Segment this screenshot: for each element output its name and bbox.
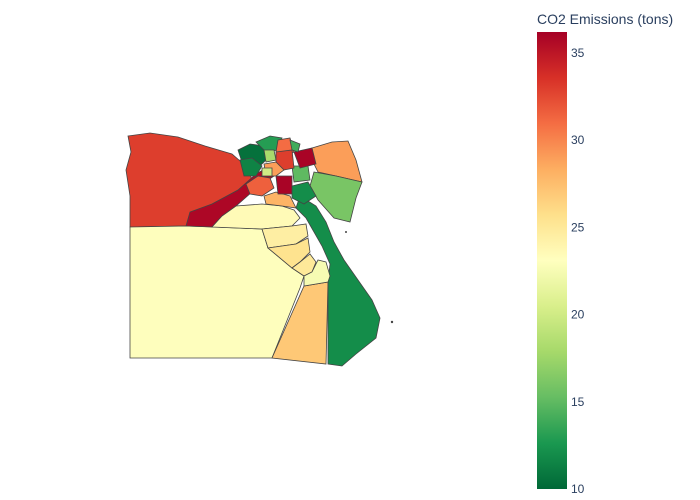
colorbar-tick-label: 30 — [571, 133, 585, 147]
region[interactable] — [289, 139, 301, 153]
colorbar-tick-label: 15 — [571, 395, 585, 409]
colorbar-gradient — [537, 32, 567, 489]
colorbar-title: CO2 Emissions (tons) — [537, 11, 673, 27]
region[interactable] — [293, 147, 317, 169]
region[interactable] — [275, 149, 295, 171]
region[interactable] — [239, 157, 263, 177]
region[interactable] — [291, 181, 317, 205]
region[interactable] — [303, 259, 331, 287]
region[interactable] — [291, 165, 311, 183]
colorbar-tick-label: 35 — [571, 46, 585, 60]
choropleth-map — [125, 132, 394, 367]
colorbar-tick-label: 20 — [571, 308, 585, 322]
colorbar-tick-label: 10 — [571, 482, 585, 496]
region[interactable] — [261, 167, 273, 177]
colorbar-tick-label: 25 — [571, 220, 585, 234]
island-speck — [345, 231, 347, 233]
colorbar: CO2 Emissions (tons) 10 15 20 25 30 35 — [537, 11, 673, 496]
region[interactable] — [263, 191, 297, 209]
island-speck — [390, 320, 394, 324]
colorbar-ticks: 10 15 20 25 30 35 — [571, 46, 585, 496]
region[interactable] — [275, 175, 293, 195]
region[interactable] — [295, 195, 381, 367]
region[interactable] — [245, 175, 275, 197]
region[interactable] — [263, 149, 277, 163]
